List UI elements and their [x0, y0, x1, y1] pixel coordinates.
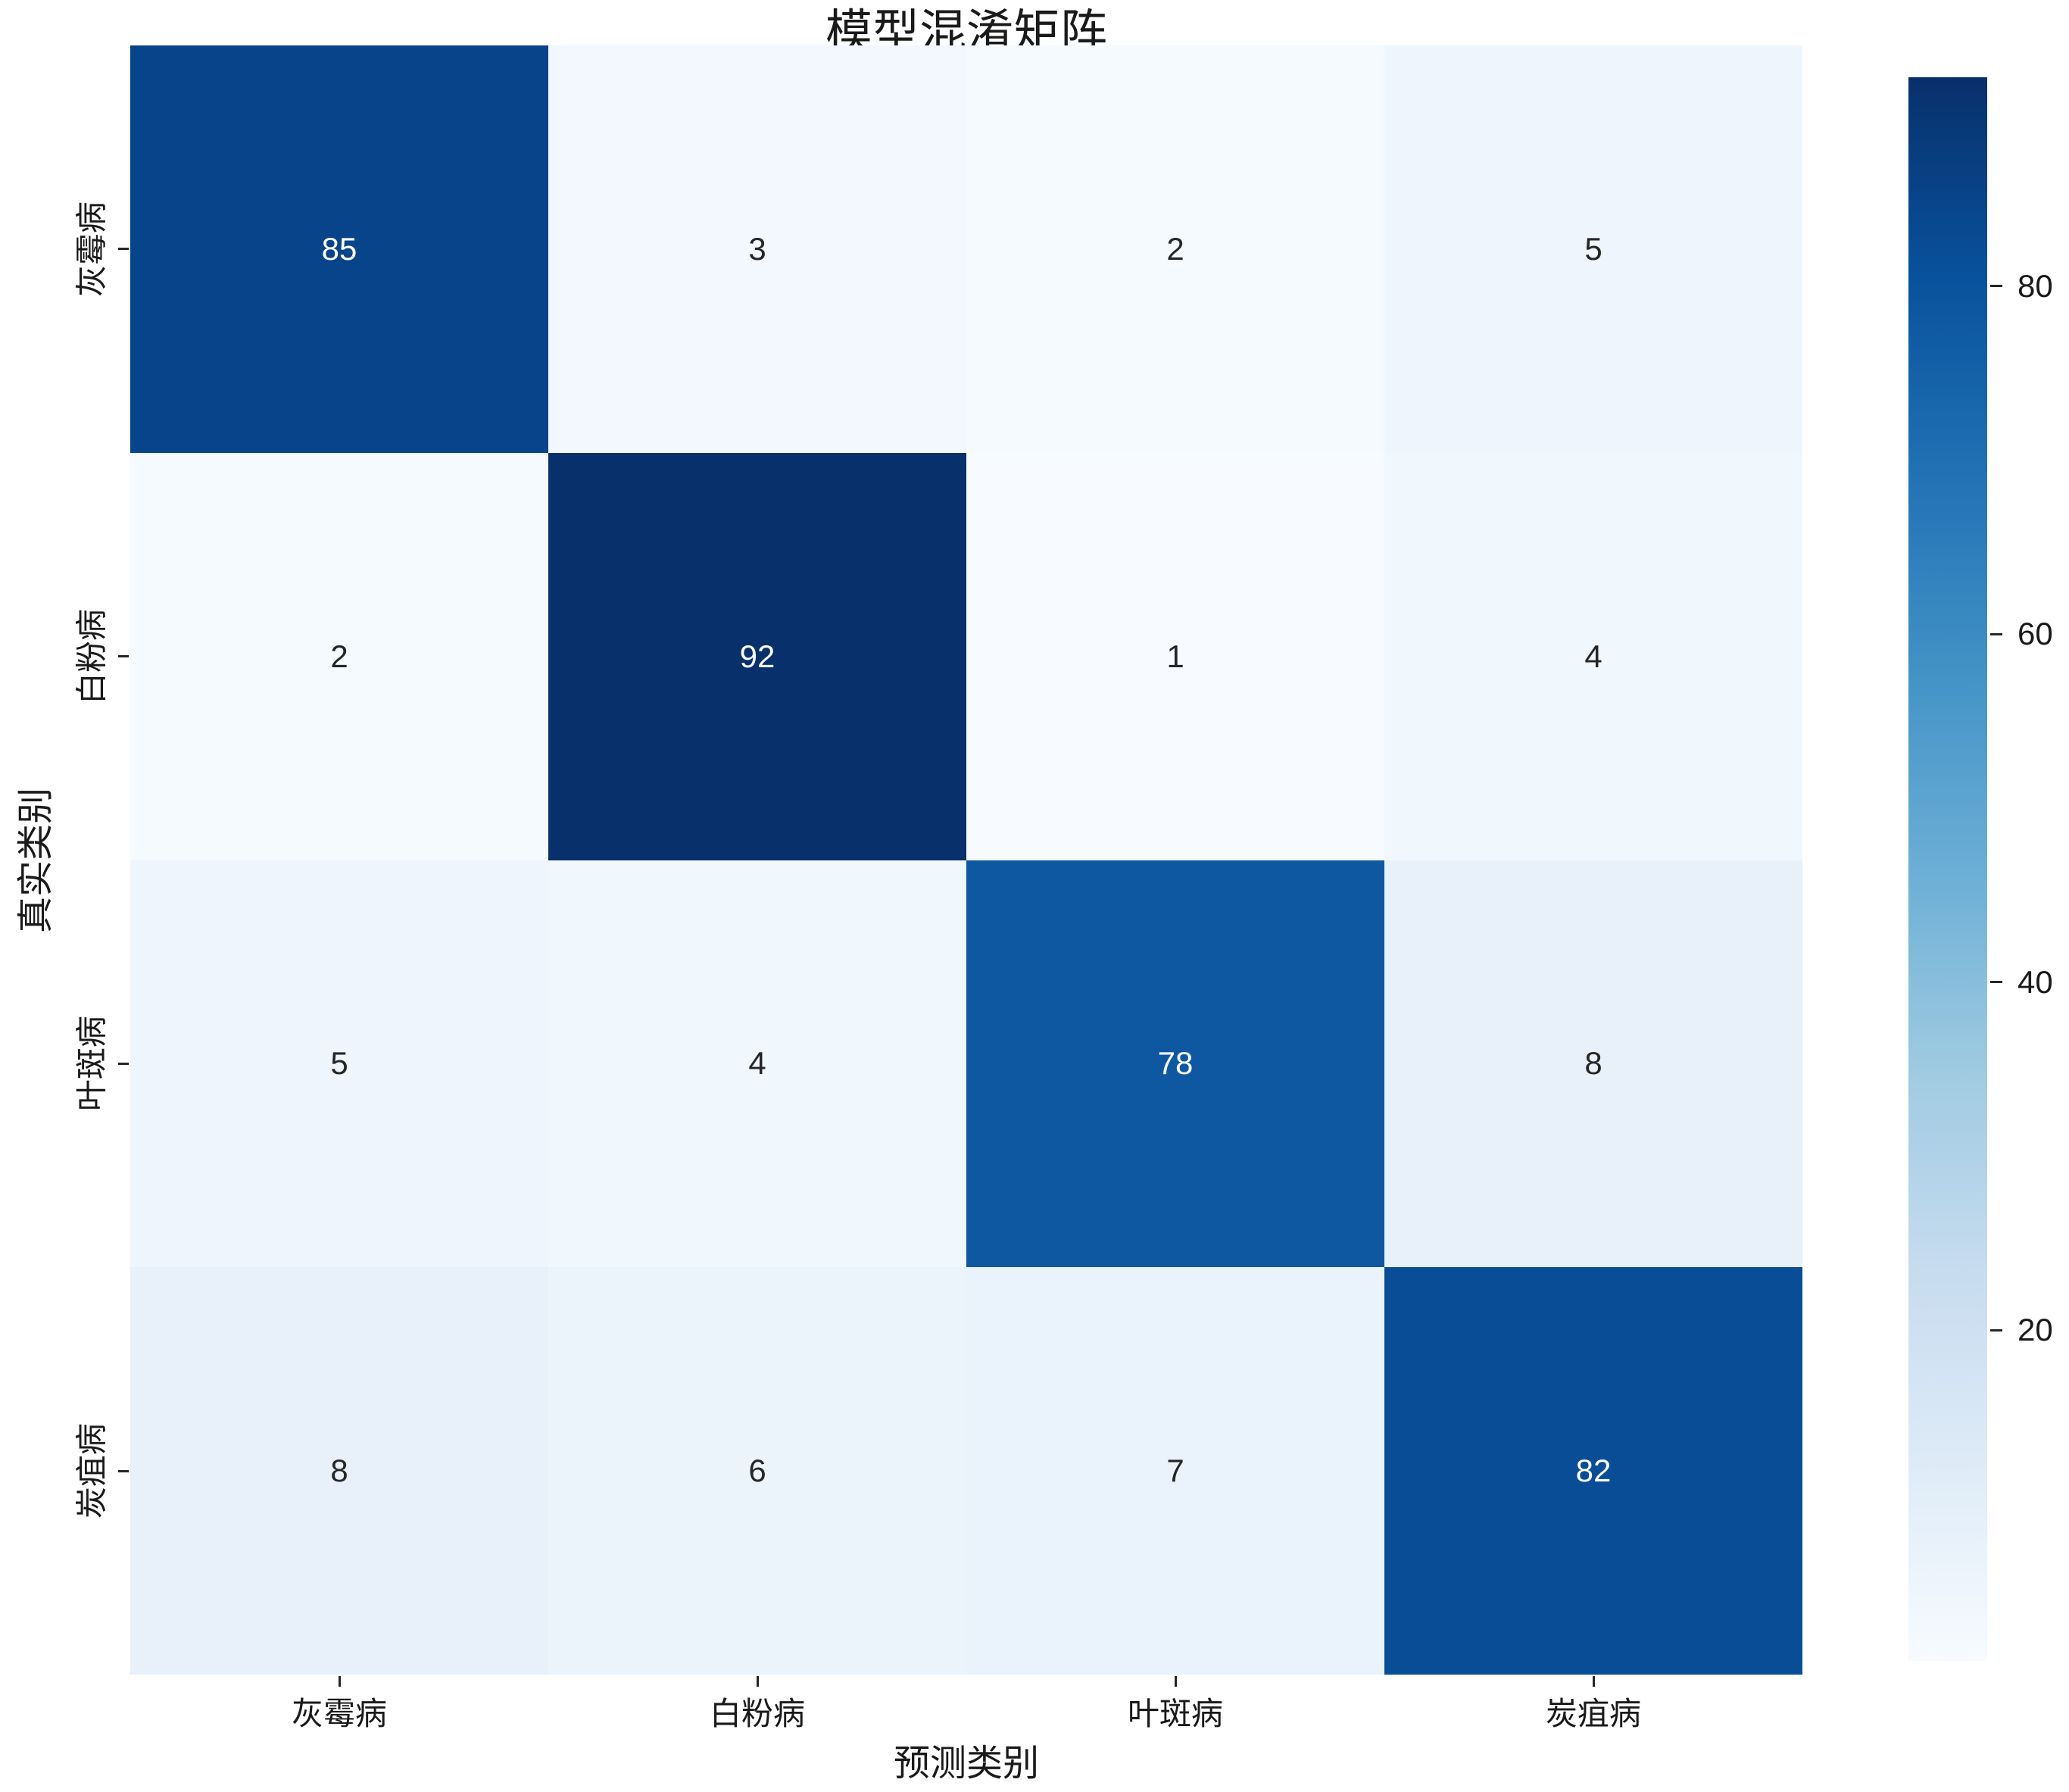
heatmap-cell: 5	[1384, 45, 1802, 453]
cell-value: 5	[330, 1045, 348, 1082]
colorbar-tick-mark	[1990, 632, 2002, 635]
y-tick-label: 灰霉病	[73, 201, 110, 297]
y-tick-label: 叶斑病	[73, 1016, 110, 1112]
x-tick-mark	[756, 1676, 759, 1687]
heatmap-cell: 3	[548, 45, 966, 453]
x-tick-label: 叶斑病	[1127, 1696, 1223, 1731]
y-tick-label: 炭疽病	[73, 1423, 110, 1519]
heatmap-cell: 8	[1384, 860, 1802, 1268]
cell-value: 1	[1166, 638, 1184, 674]
x-tick-label: 白粉病	[709, 1696, 805, 1731]
x-tick-label: 灰霉病	[291, 1696, 387, 1731]
cell-value: 92	[739, 638, 775, 674]
heatmap-cell: 4	[1384, 452, 1802, 860]
heatmap-cell: 8	[130, 1267, 548, 1675]
colorbar-tick-mark	[1990, 981, 2002, 984]
colorbar-tick-label: 40	[2018, 963, 2053, 1000]
cell-value: 2	[1166, 230, 1184, 267]
cell-value: 4	[1584, 638, 1602, 674]
y-tick-mark	[118, 248, 129, 251]
x-axis-label: 预测类别	[893, 1744, 1040, 1784]
heatmap-cell: 82	[1384, 1267, 1802, 1675]
cell-value: 5	[1584, 230, 1602, 267]
cell-value: 8	[330, 1453, 348, 1489]
heatmap-cell: 7	[966, 1267, 1384, 1675]
cell-value: 8	[1584, 1045, 1602, 1082]
heatmap-cell: 5	[130, 860, 548, 1268]
y-axis-label: 真实类别	[16, 787, 56, 934]
x-tick-mark	[338, 1676, 341, 1687]
heatmap-cell: 92	[548, 452, 966, 860]
heatmap-cell: 1	[966, 452, 1384, 860]
cell-value: 82	[1575, 1453, 1612, 1489]
colorbar-tick-mark	[1990, 285, 2002, 288]
colorbar	[1908, 77, 1987, 1661]
colorbar-tick-label: 20	[2018, 1312, 2053, 1348]
colorbar-tick-label: 80	[2018, 267, 2053, 304]
cell-value: 7	[1166, 1453, 1184, 1489]
heatmap-cell: 4	[548, 860, 966, 1268]
heatmap-cell: 2	[966, 45, 1384, 453]
heatmap-cell: 85	[130, 45, 548, 453]
y-tick-label: 白粉病	[73, 608, 110, 704]
y-tick-mark	[118, 655, 129, 658]
cell-value: 3	[748, 230, 766, 267]
heatmap-cell: 78	[966, 860, 1384, 1268]
x-tick-mark	[1174, 1676, 1177, 1687]
x-tick-mark	[1592, 1676, 1595, 1687]
cell-value: 2	[330, 638, 348, 674]
cell-value: 78	[1157, 1045, 1194, 1082]
y-tick-mark	[118, 1469, 129, 1472]
heatmap-grid: 85 3 2 5 2 92 1 4 5 4 78 8 8 6 7 82	[130, 45, 1802, 1675]
cell-value: 85	[321, 230, 357, 267]
cell-value: 6	[748, 1453, 766, 1489]
colorbar-tick-mark	[1990, 1328, 2002, 1332]
y-tick-mark	[118, 1062, 129, 1065]
heatmap-cell: 2	[130, 452, 548, 860]
heatmap-cell: 6	[548, 1267, 966, 1675]
cell-value: 4	[748, 1045, 766, 1082]
colorbar-tick-label: 60	[2018, 616, 2053, 652]
x-tick-label: 炭疽病	[1545, 1696, 1641, 1731]
